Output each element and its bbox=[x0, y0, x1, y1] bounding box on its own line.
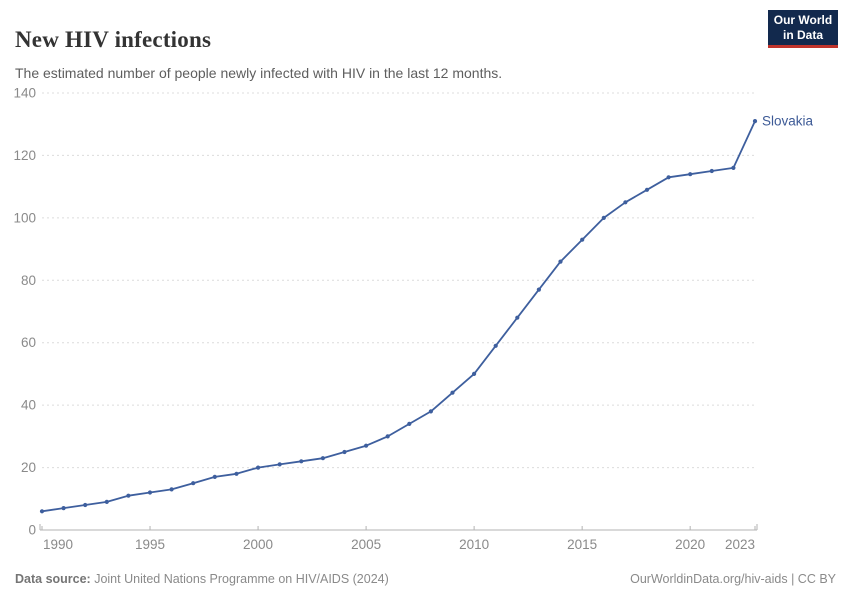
y-tick-label: 100 bbox=[13, 210, 36, 225]
data-point-marker[interactable] bbox=[688, 172, 693, 177]
data-point-marker[interactable] bbox=[644, 187, 650, 192]
y-tick-label: 60 bbox=[21, 335, 36, 350]
data-point-marker[interactable] bbox=[709, 168, 714, 174]
data-point-marker[interactable] bbox=[126, 493, 131, 498]
data-point-marker[interactable] bbox=[752, 119, 758, 124]
data-point-marker[interactable] bbox=[364, 443, 369, 448]
owid-logo-text: Our World in Data bbox=[773, 12, 833, 42]
data-point-marker[interactable] bbox=[169, 487, 174, 492]
data-point-marker[interactable] bbox=[299, 459, 304, 464]
data-point-marker[interactable] bbox=[623, 200, 628, 205]
data-point-marker[interactable] bbox=[731, 165, 736, 170]
data-point-marker[interactable] bbox=[558, 259, 563, 264]
data-point-marker[interactable] bbox=[39, 509, 45, 514]
data-point-marker[interactable] bbox=[472, 371, 477, 376]
data-point-marker[interactable] bbox=[385, 434, 390, 439]
x-tick-label: 2023 bbox=[725, 537, 755, 552]
data-point-marker[interactable] bbox=[320, 456, 325, 461]
x-tick-label: 2000 bbox=[243, 537, 273, 552]
data-point-marker[interactable] bbox=[515, 315, 520, 320]
data-source-label: Data source: bbox=[15, 572, 91, 586]
y-tick-label: 120 bbox=[13, 148, 36, 163]
data-point-marker[interactable] bbox=[83, 502, 88, 508]
data-source: Data source: Joint United Nations Progra… bbox=[15, 572, 389, 586]
data-point-marker[interactable] bbox=[493, 343, 498, 348]
data-point-marker[interactable] bbox=[104, 499, 109, 504]
data-source-text: Joint United Nations Programme on HIV/AI… bbox=[90, 572, 389, 586]
page-title: New HIV infections bbox=[15, 27, 212, 53]
chart-subtitle: The estimated number of people newly inf… bbox=[15, 65, 503, 81]
y-tick-label: 0 bbox=[28, 523, 36, 538]
series-line[interactable] bbox=[41, 120, 756, 513]
data-point-marker[interactable] bbox=[342, 449, 347, 455]
data-point-marker[interactable] bbox=[191, 481, 196, 486]
data-point-marker[interactable] bbox=[256, 465, 261, 470]
chart-footer: Data source: Joint United Nations Progra… bbox=[15, 572, 836, 586]
owid-logo[interactable]: Our World in Data bbox=[768, 10, 838, 48]
y-tick-label: 140 bbox=[13, 86, 36, 101]
x-tick-label: 1990 bbox=[43, 537, 73, 552]
data-point-marker[interactable] bbox=[147, 490, 153, 495]
data-point-marker[interactable] bbox=[580, 237, 585, 242]
x-tick-label: 2020 bbox=[675, 537, 705, 552]
data-point-marker[interactable] bbox=[212, 474, 217, 479]
data-point-marker[interactable] bbox=[407, 421, 412, 426]
x-tick-label: 2015 bbox=[567, 537, 597, 552]
data-point-marker[interactable] bbox=[234, 471, 239, 476]
data-point-marker[interactable] bbox=[428, 409, 433, 414]
x-tick-label: 1995 bbox=[135, 537, 165, 552]
data-point-marker[interactable] bbox=[666, 175, 671, 180]
x-tick-label: 2010 bbox=[459, 537, 489, 552]
data-point-marker[interactable] bbox=[601, 215, 606, 220]
data-point-marker[interactable] bbox=[61, 506, 66, 511]
series-entity-label[interactable]: Slovakia bbox=[762, 114, 814, 129]
y-tick-label: 80 bbox=[21, 273, 36, 288]
data-point-marker[interactable] bbox=[277, 462, 282, 467]
footer-link[interactable]: OurWorldinData.org/hiv-aids | CC BY bbox=[630, 572, 836, 586]
y-tick-label: 40 bbox=[21, 398, 36, 413]
x-tick-label: 2005 bbox=[351, 537, 381, 552]
y-tick-label: 20 bbox=[21, 460, 36, 475]
data-point-marker[interactable] bbox=[536, 287, 542, 292]
data-point-marker[interactable] bbox=[450, 390, 455, 395]
